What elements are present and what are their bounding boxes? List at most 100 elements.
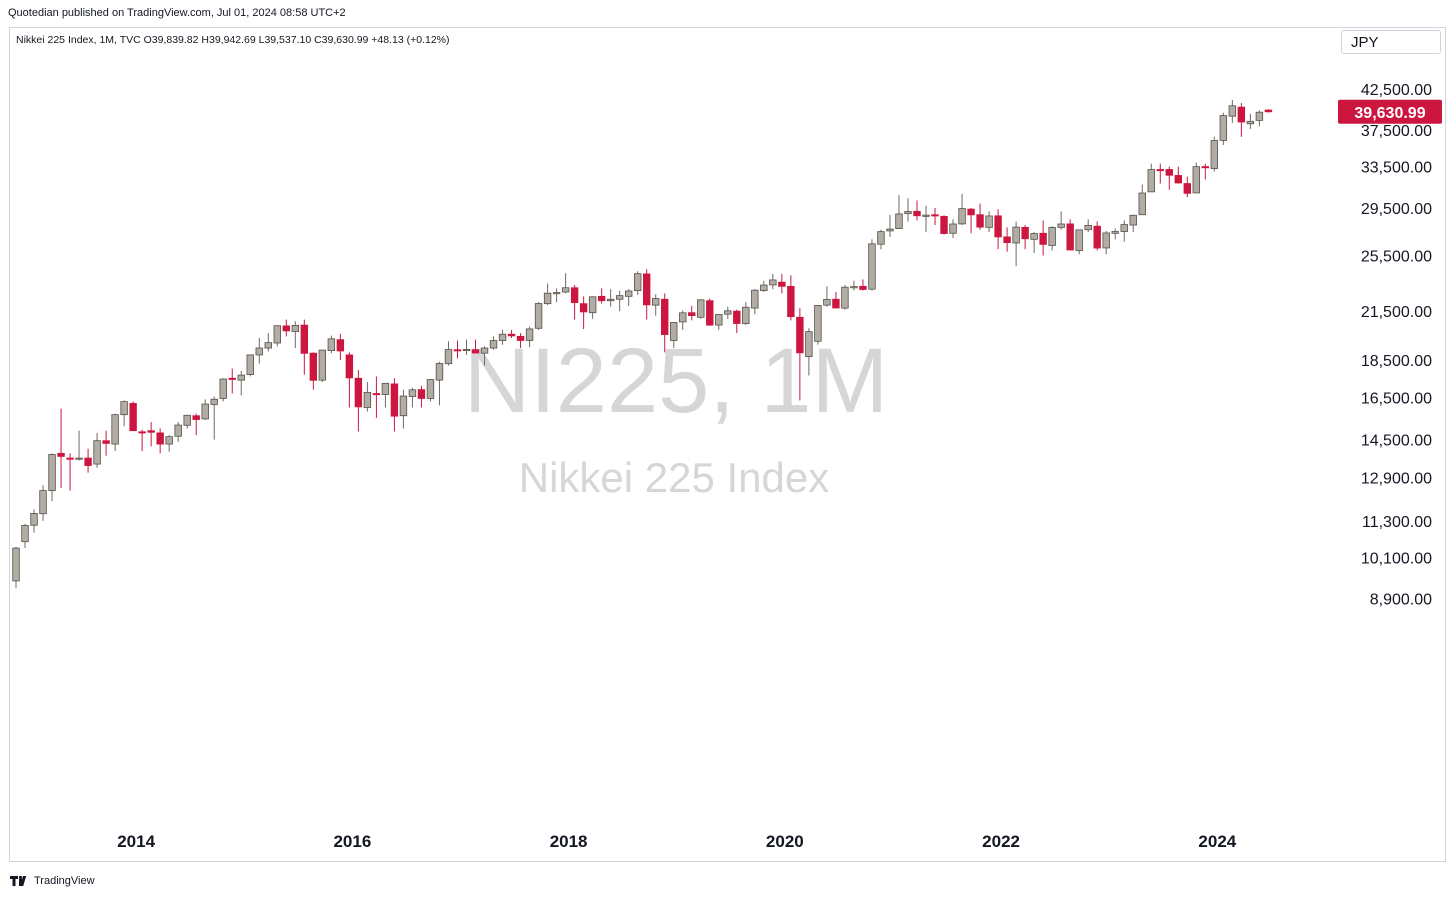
candle [859,279,867,291]
candle-body [796,316,804,354]
candle-body [931,214,939,217]
candle-body [381,382,390,395]
candle-body [1021,226,1029,240]
candle-body [1183,183,1191,194]
candle [1048,226,1056,251]
candle-body [354,377,363,408]
candle [850,280,858,291]
candle [1147,163,1155,193]
candle-body [516,335,525,341]
candle [138,429,146,452]
candle-body [462,348,471,351]
candle-body [543,292,552,305]
candle [570,284,579,320]
candle-body [787,285,795,318]
candle [408,387,417,408]
candle-body [399,395,408,417]
candle [390,378,399,432]
candle [1066,219,1074,251]
candle [778,273,786,294]
candle [183,414,191,429]
candle-body [165,436,173,445]
candle-body [1030,233,1038,240]
candle-body [1246,120,1255,125]
candle [967,208,975,234]
candle [985,211,993,233]
candle [805,328,813,376]
candle [976,203,984,230]
candle [354,369,363,432]
candle-body [733,310,741,324]
candle [84,448,92,473]
candle-body [1192,166,1201,194]
candle-body [1237,106,1246,123]
candle [1129,214,1137,233]
x-tick-label: 2016 [333,832,371,851]
candle-body [498,333,507,341]
candle-body [697,299,705,318]
candle-body [417,389,426,399]
candle-body [174,424,182,437]
candle-body [363,391,372,408]
candle [1093,221,1101,251]
candle [264,333,272,352]
candle-body [1048,226,1056,246]
candle [1228,99,1237,123]
candle-body [1102,232,1110,249]
candle [12,546,20,588]
candle [192,413,200,436]
candle [66,453,74,491]
candle [246,354,254,377]
candle [588,296,597,319]
y-tick-label: 37,500.00 [1361,123,1432,140]
candle-body [120,401,128,416]
candle [471,339,480,354]
candle [309,352,318,390]
candle-body [1210,140,1219,169]
candle-body [210,398,218,405]
candle-body [679,312,687,323]
candle-body [814,305,822,342]
candle-body [1228,105,1237,117]
candle [327,335,336,354]
candle-body [1039,232,1047,245]
candle-body [859,285,867,290]
candle-body [850,286,858,289]
candle [291,321,300,349]
candle [1084,219,1092,233]
x-tick-label: 2020 [766,832,804,851]
y-tick-label: 16,500.00 [1361,390,1432,407]
candle [372,376,381,418]
candle-body [93,440,101,465]
candle-body [345,354,354,379]
x-tick-label: 2024 [1198,832,1236,851]
candle [679,310,687,330]
y-axis: 42,500.00 37,500.00 33,500.00 29,500.00 25,5… [1361,82,1432,609]
candle-body [372,393,381,396]
candle-body [255,347,263,356]
candle [814,305,822,345]
candle-body [994,215,1002,238]
candle-body [606,298,615,302]
candle-body [751,289,759,309]
candle-body [832,298,840,309]
tradingview-footer[interactable]: TradingView [10,872,95,890]
x-tick-label: 2022 [982,832,1020,851]
candle [1021,225,1029,250]
candle-body [1111,231,1119,234]
candle [579,296,588,330]
candle-body [309,352,318,381]
x-axis: 2014 2016 2018 2020 2022 2024 [117,832,1237,851]
candle [345,352,354,408]
candle [363,382,372,412]
candle [895,195,903,229]
candle [48,453,56,502]
candle-body [985,215,993,228]
candle-body [192,415,200,420]
candle-body [30,513,38,526]
currency-selector[interactable]: JPY [1341,30,1441,54]
candle-body [895,213,903,229]
candle-body [940,216,948,234]
candle [877,229,885,250]
